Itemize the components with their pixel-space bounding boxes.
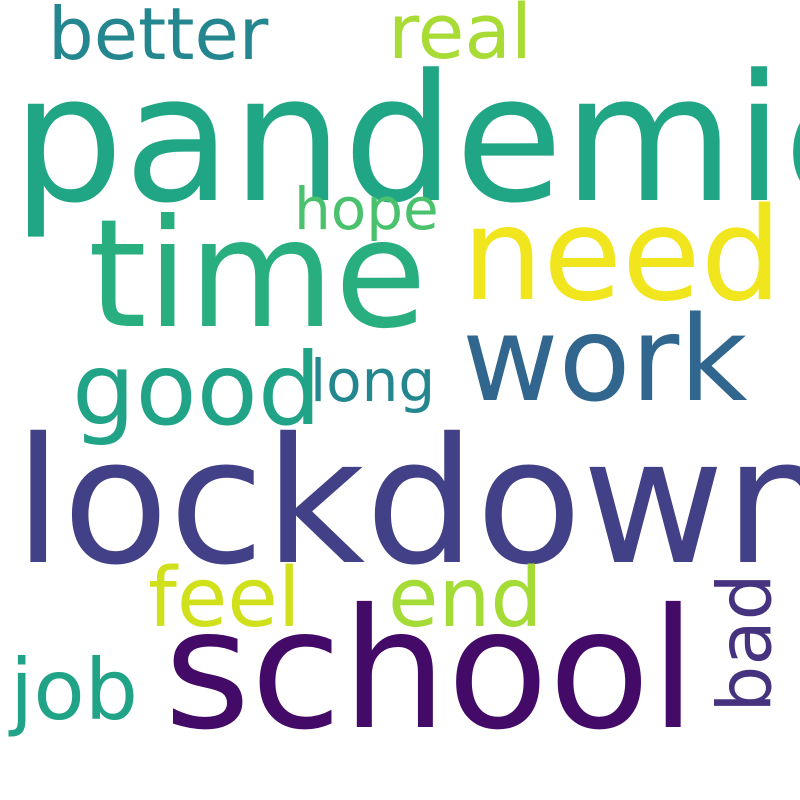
word-job: job (10, 641, 139, 739)
word-school: school (164, 574, 697, 767)
word-better: better (48, 0, 269, 76)
word-need: need (462, 181, 782, 330)
word-long: long (310, 347, 436, 415)
word-end: end (388, 551, 543, 646)
word-bad: bad (702, 573, 789, 713)
word-lockdown: lockdown (14, 401, 800, 604)
word-real: real (388, 0, 533, 76)
word-good: good (72, 331, 322, 448)
word-hope: hope (294, 175, 439, 243)
word-pandemic: pandemic (12, 37, 800, 242)
word-work: work (462, 290, 748, 428)
word-time: time (88, 188, 427, 362)
word-feel: feel (148, 551, 301, 646)
